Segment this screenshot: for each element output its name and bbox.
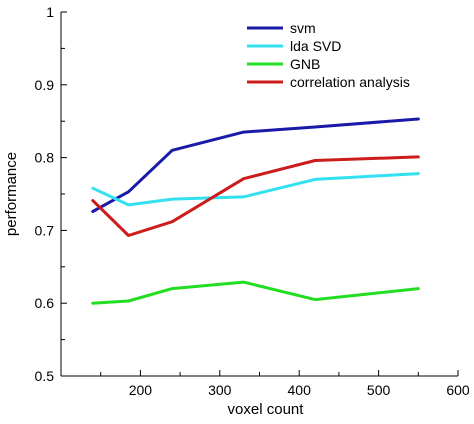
x-axis-label: voxel count (228, 401, 305, 418)
legend-entry: correlation analysis (290, 74, 410, 90)
legend-entry: GNB (290, 56, 320, 72)
y-tick-label: 0.5 (35, 368, 55, 384)
y-axis-label: performance (3, 152, 20, 236)
y-tick-label: 0.6 (35, 295, 55, 311)
legend-entry: svm (290, 20, 316, 36)
y-tick-label: 1 (46, 4, 54, 20)
x-tick-label: 500 (367, 382, 391, 398)
y-tick-label: 0.8 (35, 150, 55, 166)
x-tick-label: 300 (208, 382, 232, 398)
x-tick-label: 200 (129, 382, 153, 398)
x-tick-label: 400 (288, 382, 312, 398)
series-line-3 (91, 155, 420, 237)
y-ticks: 0.5 0.6 0.7 0.8 0.9 1 (35, 4, 67, 384)
legend-entry: lda SVD (290, 38, 341, 54)
y-tick-label: 0.9 (35, 77, 55, 93)
series-line-1 (91, 172, 420, 207)
legend: svm lda SVD GNB correlation analysis (247, 20, 410, 90)
x-ticks: 200 300 400 500 600 (100, 370, 470, 398)
y-tick-label: 0.7 (35, 222, 55, 238)
x-tick-label: 600 (446, 382, 470, 398)
series-line-0 (91, 117, 420, 213)
series-lines (91, 117, 420, 305)
series-line-2 (91, 280, 420, 305)
